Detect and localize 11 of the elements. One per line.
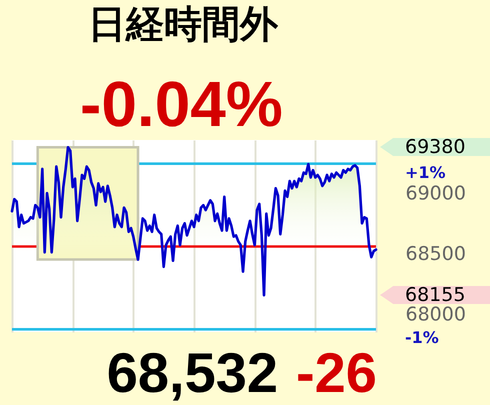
y-tick-label: 68000 — [406, 303, 466, 326]
text: 68,532 — [106, 341, 278, 404]
text: +1% — [405, 163, 446, 182]
text: -26 — [296, 341, 377, 404]
chart-title: 日経時間外 — [88, 2, 279, 46]
y-tick-label: 69000 — [406, 182, 466, 205]
y-tick-label: 68500 — [406, 243, 466, 266]
annotation: -0.04% — [80, 68, 283, 140]
text: -1% — [405, 328, 439, 347]
text: 69380 — [405, 136, 466, 158]
text: 68155 — [405, 284, 466, 306]
